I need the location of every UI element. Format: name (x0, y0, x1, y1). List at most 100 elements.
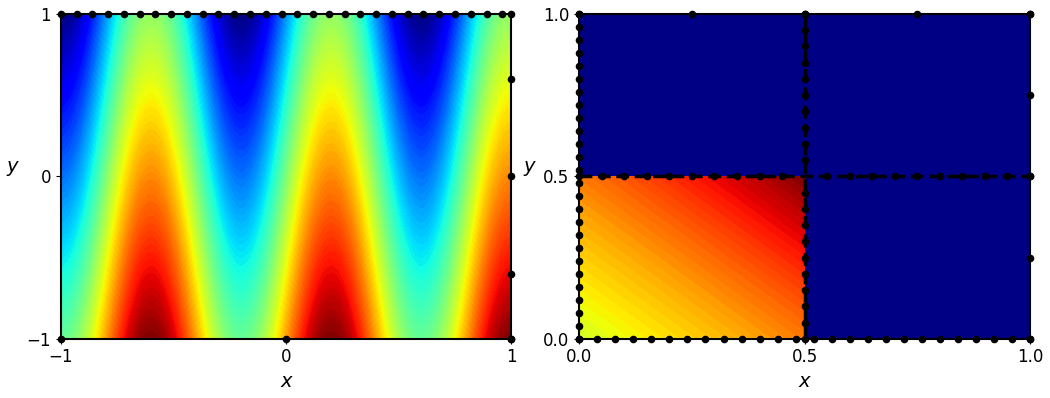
Point (733, 336, 750, 342)
Point (571, 258, 588, 264)
Point (571, 284, 588, 290)
Point (194, 11, 211, 17)
Point (796, 157, 813, 163)
X-axis label: x: x (280, 372, 292, 391)
Point (571, 245, 588, 251)
Point (796, 319, 813, 326)
Point (100, 11, 117, 17)
Point (571, 37, 588, 43)
Point (796, 222, 813, 228)
Point (976, 173, 993, 179)
Point (796, 271, 813, 277)
Point (1022, 173, 1038, 179)
Point (571, 206, 588, 212)
Point (805, 336, 822, 342)
Point (662, 173, 678, 179)
Point (1022, 173, 1038, 179)
Point (415, 11, 432, 17)
Point (774, 173, 791, 179)
Point (571, 50, 588, 56)
Point (796, 59, 813, 66)
Point (68, 11, 85, 17)
Point (796, 11, 813, 17)
Point (909, 173, 926, 179)
Point (823, 336, 840, 342)
Point (796, 27, 813, 33)
Point (352, 11, 369, 17)
Point (796, 287, 813, 293)
Point (819, 173, 836, 179)
Point (1022, 336, 1038, 342)
Point (131, 11, 148, 17)
Point (320, 11, 337, 17)
X-axis label: x: x (799, 372, 811, 391)
Point (770, 336, 786, 342)
Point (116, 11, 132, 17)
Point (571, 297, 588, 303)
Point (796, 303, 813, 310)
Point (503, 173, 520, 179)
Point (84, 11, 101, 17)
Point (1022, 336, 1038, 342)
Point (226, 11, 243, 17)
Point (878, 336, 895, 342)
Point (914, 336, 930, 342)
Point (571, 336, 588, 342)
Point (210, 11, 227, 17)
Point (52, 11, 69, 17)
Point (383, 11, 400, 17)
Point (446, 11, 463, 17)
Y-axis label: y: y (7, 157, 19, 176)
Point (430, 11, 447, 17)
Point (178, 11, 195, 17)
Point (571, 310, 588, 316)
Point (589, 336, 606, 342)
Point (571, 11, 588, 17)
Point (289, 11, 306, 17)
Point (368, 11, 384, 17)
Point (571, 193, 588, 199)
Point (52, 336, 69, 342)
Point (571, 219, 588, 225)
Point (503, 76, 520, 82)
Point (796, 189, 813, 196)
Point (638, 173, 655, 179)
Point (571, 336, 588, 342)
Point (751, 336, 768, 342)
Point (1022, 254, 1038, 261)
Point (571, 128, 588, 134)
Point (949, 336, 966, 342)
Y-axis label: y: y (524, 157, 536, 176)
Point (896, 336, 912, 342)
Point (986, 336, 1003, 342)
Point (571, 102, 588, 108)
Point (953, 173, 970, 179)
Point (571, 63, 588, 69)
Point (841, 336, 858, 342)
Point (715, 336, 732, 342)
Point (503, 336, 520, 342)
Point (886, 173, 903, 179)
Point (571, 24, 588, 30)
Point (462, 11, 479, 17)
Point (571, 271, 588, 277)
Point (571, 76, 588, 82)
Point (796, 238, 813, 244)
Point (841, 173, 858, 179)
Point (273, 11, 290, 17)
Point (304, 11, 321, 17)
Point (242, 11, 258, 17)
Point (697, 336, 714, 342)
Point (864, 173, 881, 179)
Point (571, 173, 588, 179)
Point (571, 154, 588, 160)
Point (796, 11, 813, 17)
Point (571, 115, 588, 121)
Point (796, 108, 813, 115)
Point (277, 336, 294, 342)
Point (1004, 336, 1021, 342)
Point (662, 336, 678, 342)
Point (1022, 92, 1038, 98)
Point (796, 125, 813, 131)
Point (643, 336, 659, 342)
